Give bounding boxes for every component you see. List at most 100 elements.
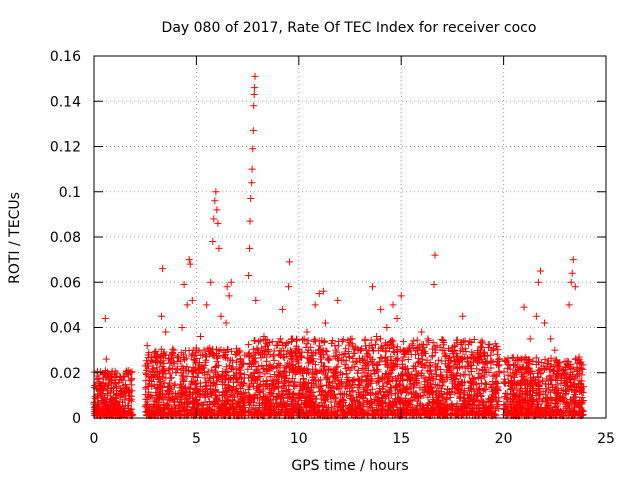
data-point (461, 403, 469, 411)
data-point (285, 283, 293, 291)
data-point (479, 339, 487, 347)
data-point (104, 402, 112, 410)
data-point (245, 271, 253, 279)
data-point (509, 404, 517, 412)
data-point (476, 401, 484, 409)
data-point (211, 197, 219, 205)
data-point (316, 383, 324, 391)
data-point (193, 396, 201, 404)
data-point (433, 394, 441, 402)
data-point (321, 397, 329, 405)
data-point (428, 389, 436, 397)
data-point (222, 401, 230, 409)
data-point (316, 376, 324, 384)
y-tick-label: 0.1 (59, 185, 81, 201)
data-point (529, 373, 537, 381)
data-point (236, 404, 244, 412)
data-point (128, 387, 136, 395)
data-point (565, 301, 573, 309)
data-point (456, 372, 464, 380)
data-point (406, 397, 414, 405)
data-point (425, 337, 433, 345)
data-point (492, 379, 500, 387)
data-point (439, 336, 447, 344)
data-point (483, 359, 491, 367)
data-point (151, 397, 159, 405)
data-point (333, 382, 341, 390)
data-point (368, 344, 376, 352)
data-point (528, 381, 536, 389)
data-point (408, 390, 416, 398)
data-point (181, 400, 189, 408)
data-point (299, 391, 307, 399)
y-axis-label: ROTI / TECUs (7, 192, 23, 284)
data-point (160, 379, 168, 387)
data-point (213, 374, 221, 382)
data-point (307, 391, 315, 399)
data-point (297, 364, 305, 372)
data-point (266, 392, 274, 400)
data-point (270, 356, 278, 364)
data-point (296, 365, 304, 373)
data-point (572, 400, 580, 408)
data-point (121, 381, 129, 389)
data-point (201, 362, 209, 370)
data-point (162, 328, 170, 336)
data-point (257, 354, 265, 362)
data-point (288, 400, 296, 408)
data-point (343, 390, 351, 398)
data-point (513, 357, 521, 365)
data-point (232, 358, 240, 366)
data-point (174, 366, 182, 374)
data-point (572, 355, 580, 363)
data-point (231, 351, 239, 359)
data-point (228, 357, 236, 365)
data-point (180, 384, 188, 392)
data-point (194, 387, 202, 395)
data-point (280, 354, 288, 362)
data-point (232, 345, 240, 353)
data-point (181, 410, 189, 418)
data-point (236, 366, 244, 374)
data-point (185, 392, 193, 400)
data-point (182, 388, 190, 396)
data-point (517, 378, 525, 386)
data-point (292, 349, 300, 357)
data-point (278, 338, 286, 346)
data-point (174, 390, 182, 398)
data-point (127, 406, 135, 414)
data-point (472, 355, 480, 363)
data-point (557, 372, 565, 380)
data-point (244, 408, 252, 416)
data-point (229, 378, 237, 386)
data-point (429, 339, 437, 347)
data-point (226, 375, 234, 383)
data-point (571, 404, 579, 412)
data-point (312, 368, 320, 376)
data-point (144, 354, 152, 362)
data-point (359, 401, 367, 409)
data-point (359, 391, 367, 399)
data-point (455, 380, 463, 388)
data-point (341, 383, 349, 391)
y-tick-label: 0.02 (50, 366, 81, 382)
data-point (277, 395, 285, 403)
data-point (477, 344, 485, 352)
data-point (323, 381, 331, 389)
data-point (294, 356, 302, 364)
data-point (413, 397, 421, 405)
data-point (180, 404, 188, 412)
data-point (461, 353, 469, 361)
data-point (143, 357, 151, 365)
data-point (115, 402, 123, 410)
data-point (318, 337, 326, 345)
data-point (429, 408, 437, 416)
data-point (365, 381, 373, 389)
data-point (204, 368, 212, 376)
data-point (254, 410, 262, 418)
data-point (217, 312, 225, 320)
data-point (334, 400, 342, 408)
data-point (562, 364, 570, 372)
data-point (175, 409, 183, 417)
data-point (153, 403, 161, 411)
